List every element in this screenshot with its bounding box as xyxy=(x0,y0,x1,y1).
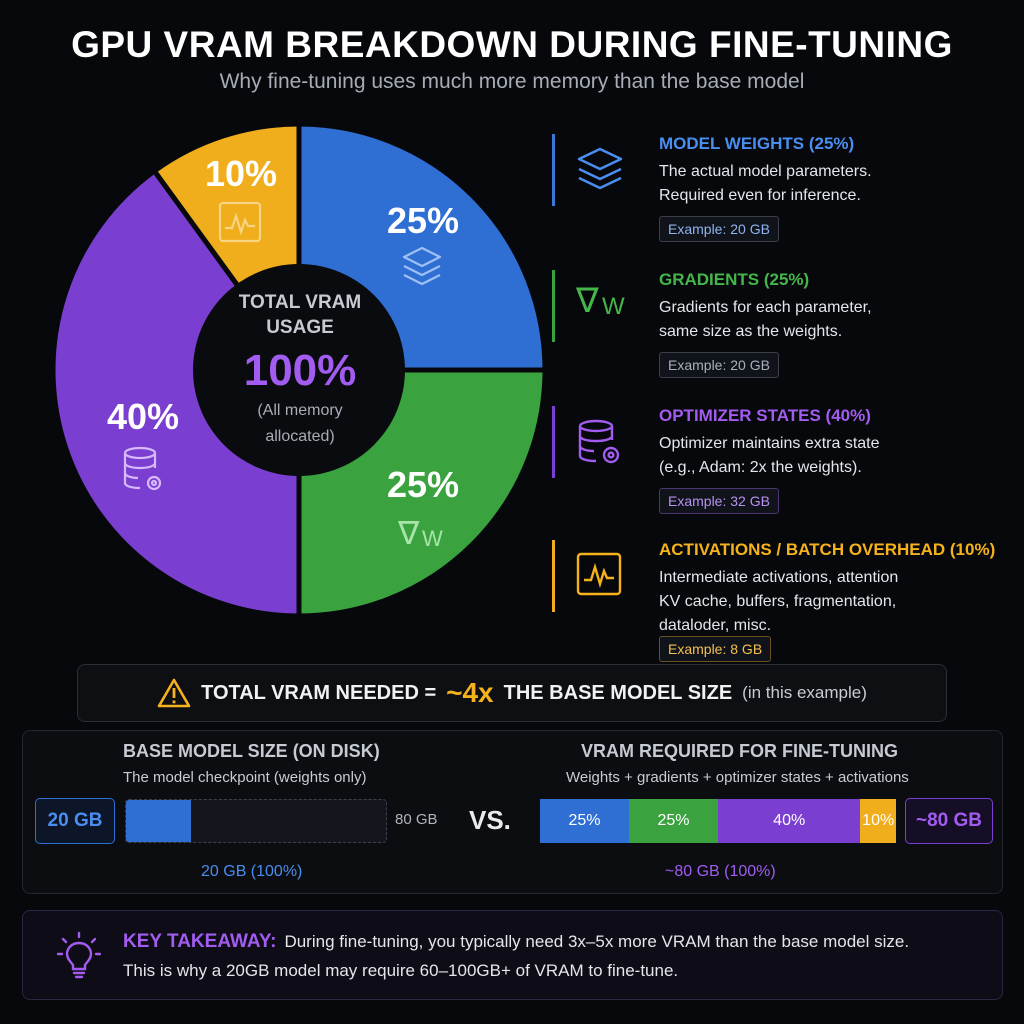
gradient-nabla-w-icon: ∇ W xyxy=(576,282,625,320)
svg-text:W: W xyxy=(422,526,443,551)
center-title-line2: USAGE xyxy=(266,317,334,338)
stacked-bar-segment: 25% xyxy=(629,799,718,843)
database-gear-icon xyxy=(578,419,620,464)
center-note-line2: allocated) xyxy=(265,428,335,445)
takeaway-label: KEY TAKEAWAY: xyxy=(123,931,277,952)
key-takeaway-panel: KEY TAKEAWAY: During fine-tuning, you typ… xyxy=(22,910,1003,1000)
stacked-bar-segment: 10% xyxy=(860,799,896,843)
finetune-vram-size-box: ~80 GB xyxy=(905,798,993,844)
center-title-line1: TOTAL VRAM xyxy=(238,292,362,313)
legend-desc-line: same size as the weights. xyxy=(659,323,843,340)
pie-slice-optimizer-states xyxy=(50,167,302,619)
legend-description: The actual model parameters. Required ev… xyxy=(659,160,872,208)
vs-label: VS. xyxy=(469,805,511,835)
legend-item-gradients: ∇ W GRADIENTS (25%) Gradients for each p… xyxy=(552,270,1012,382)
base-model-subtext: The model checkpoint (weights only) xyxy=(123,769,367,786)
legend-desc-line: Gradients for each parameter, xyxy=(659,299,872,316)
warning-icon xyxy=(157,678,191,708)
legend-item-optimizer-states: OPTIMIZER STATES (40%) Optimizer maintai… xyxy=(552,406,1012,518)
banner-multiplier: ~4x xyxy=(446,677,494,708)
vram-pie-chart: 25% 25% 40% 10% ∇ W xyxy=(50,121,548,619)
center-total-value: 100% xyxy=(243,346,357,395)
legend-desc-line: Intermediate activations, attention xyxy=(659,569,899,586)
pie-slice-label: 25% xyxy=(387,200,459,241)
database-gear-icon xyxy=(123,446,162,491)
legend-desc-line: Optimizer maintains extra state xyxy=(659,435,880,452)
stacked-bar-segment: 25% xyxy=(540,799,629,843)
legend-desc-line: (e.g., Adam: 2x the weights). xyxy=(659,459,862,476)
page-subtitle: Why fine-tuning uses much more memory th… xyxy=(219,70,805,93)
finetune-vram-subtext: Weights + gradients + optimizer states +… xyxy=(566,769,909,786)
banner-prefix: TOTAL VRAM NEEDED = xyxy=(201,681,437,704)
legend-desc-line: KV cache, buffers, fragmentation, xyxy=(659,593,897,610)
legend-accent-bar xyxy=(552,270,555,342)
base-model-heading: BASE MODEL SIZE (ON DISK) xyxy=(123,741,380,761)
bar-max-label: 80 GB xyxy=(395,811,438,828)
gradient-nabla-w-icon: ∇ W xyxy=(397,515,443,551)
pie-slice-label: 40% xyxy=(107,396,179,437)
banner-note: (in this example) xyxy=(742,683,867,702)
legend-item-model-weights: MODEL WEIGHTS (25%) The actual model par… xyxy=(552,134,1012,244)
takeaway-text-line1: During fine-tuning, you typically need 3… xyxy=(284,932,910,951)
pie-slice-label: 25% xyxy=(387,464,459,505)
legend-desc-line: dataloder, misc. xyxy=(659,617,772,634)
legend-heading: OPTIMIZER STATES (40%) xyxy=(659,406,871,425)
pie-center-hole xyxy=(193,264,405,476)
layers-icon xyxy=(577,147,623,190)
legend-heading: ACTIVATIONS / BATCH OVERHEAD (10%) xyxy=(659,540,996,559)
legend-heading: MODEL WEIGHTS (25%) xyxy=(659,134,855,153)
legend-desc-line: The actual model parameters. xyxy=(659,163,872,180)
legend-description: Intermediate activations, attention KV c… xyxy=(659,566,898,638)
legend-accent-bar xyxy=(552,540,555,612)
layers-icon xyxy=(402,246,442,286)
total-vram-banner: TOTAL VRAM NEEDED = ~4x THE BASE MODEL S… xyxy=(77,664,947,722)
legend-example-badge: Example: 32 GB xyxy=(659,488,779,514)
legend-description: Gradients for each parameter, same size … xyxy=(659,296,872,344)
finetune-vram-heading: VRAM REQUIRED FOR FINE-TUNING xyxy=(581,741,898,761)
base-model-size-bar xyxy=(125,799,387,843)
takeaway-line1: KEY TAKEAWAY: During fine-tuning, you typ… xyxy=(123,931,909,953)
legend-desc-line: Required even for inference. xyxy=(659,187,861,204)
pie-slice-label: 10% xyxy=(205,153,277,194)
svg-text:∇: ∇ xyxy=(576,282,599,320)
page-title: GPU VRAM BREAKDOWN DURING FINE-TUNING xyxy=(71,24,953,65)
svg-text:∇: ∇ xyxy=(397,515,420,551)
stacked-bar-segment: 40% xyxy=(718,799,861,843)
banner-suffix: THE BASE MODEL SIZE xyxy=(503,681,733,704)
finetune-vram-stacked-bar: 25% 25% 40% 10% xyxy=(540,799,896,843)
legend-example-badge: Example: 20 GB xyxy=(659,352,779,378)
activation-wave-icon xyxy=(218,201,262,243)
takeaway-text-line2: This is why a 20GB model may require 60–… xyxy=(123,961,679,980)
legend-description: Optimizer maintains extra state (e.g., A… xyxy=(659,432,880,480)
base-model-fill xyxy=(126,800,191,842)
finetune-vram-footer: ~80 GB (100%) xyxy=(665,863,776,880)
legend-accent-bar xyxy=(552,406,555,478)
base-model-size-box: 20 GB xyxy=(35,798,115,844)
legend-heading: GRADIENTS (25%) xyxy=(659,270,810,289)
legend-example-badge: Example: 8 GB xyxy=(659,636,772,662)
size-comparison-panel: BASE MODEL SIZE (ON DISK) The model chec… xyxy=(22,730,1003,894)
lightbulb-icon xyxy=(57,931,101,979)
legend-accent-bar xyxy=(552,134,555,206)
legend-example-badge: Example: 20 GB xyxy=(659,216,779,242)
base-model-footer: 20 GB (100%) xyxy=(201,863,303,880)
activation-wave-icon xyxy=(576,552,622,596)
legend-item-activations: ACTIVATIONS / BATCH OVERHEAD (10%) Inter… xyxy=(552,540,1012,664)
center-note-line1: (All memory xyxy=(257,402,343,419)
pie-center-label: TOTAL VRAM USAGE 100% (All memory alloca… xyxy=(200,290,400,448)
svg-text:W: W xyxy=(602,293,625,320)
